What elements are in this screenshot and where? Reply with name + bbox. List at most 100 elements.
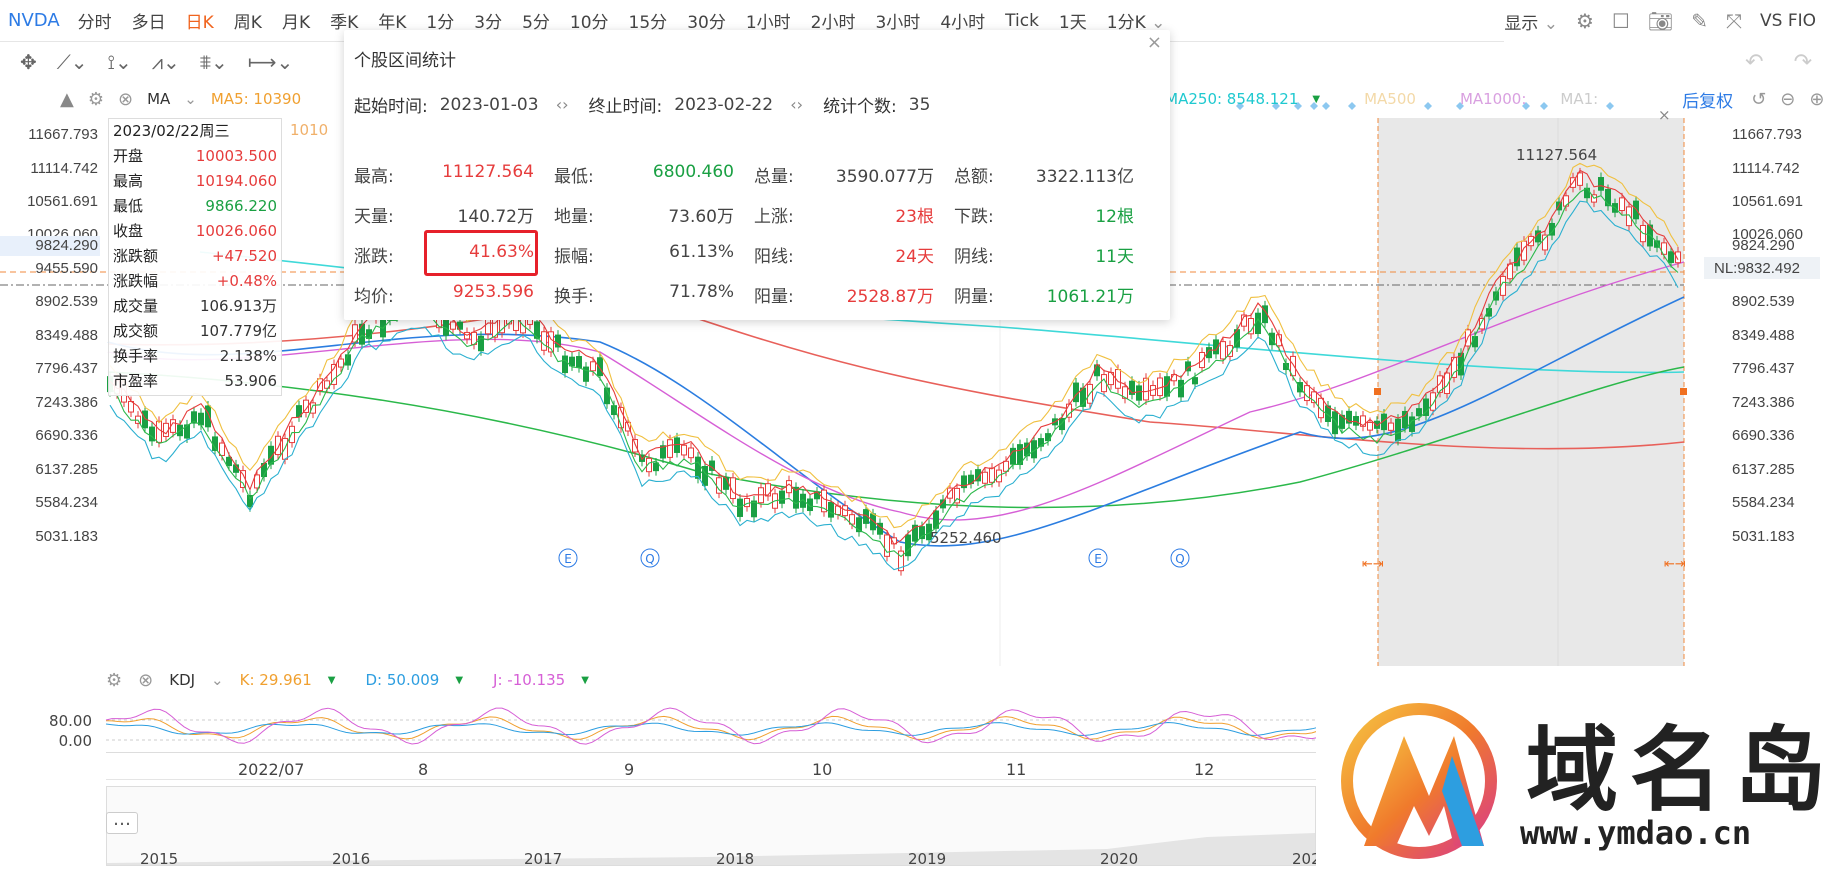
window-layout-icon[interactable]: ☐ [1611, 9, 1630, 33]
candle-body [807, 498, 813, 512]
reset-icon[interactable]: ↺ [1751, 88, 1767, 110]
end-date-stepper-icon[interactable]: ‹› [790, 95, 804, 114]
tab-1minK[interactable]: 1分K ⌄ [1107, 8, 1166, 33]
candle-body [1479, 317, 1485, 330]
tab-1min[interactable]: 1分 [426, 13, 455, 33]
candle-body [1444, 372, 1450, 395]
tab-weekly[interactable]: 周K [233, 13, 262, 33]
candle-body [751, 500, 757, 518]
tab-5min[interactable]: 5分 [522, 13, 550, 33]
camera-icon[interactable]: 📷︎ [1647, 9, 1674, 33]
signal-diamond [1424, 102, 1432, 110]
range-navigator[interactable] [106, 786, 1316, 866]
candle-body [786, 480, 792, 494]
candle-body [905, 534, 911, 557]
candle-body [947, 487, 953, 499]
zoom-out-icon[interactable]: ⊖ [1780, 88, 1796, 110]
y-label-left: 8902.539 [35, 293, 98, 310]
symbol-label[interactable]: NVDA [8, 10, 60, 31]
tab-3min[interactable]: 3分 [474, 13, 503, 33]
tab-multiday[interactable]: 多日 [131, 13, 166, 33]
tab-timeshare[interactable]: 分时 [77, 13, 112, 33]
y-label-left: 9824.290 [35, 237, 98, 254]
start-date-stepper-icon[interactable]: ‹› [555, 95, 569, 114]
stats-value: 2528.87万 [846, 286, 934, 307]
tab-quarterly[interactable]: 季K [330, 13, 359, 33]
candle-body [205, 405, 211, 428]
fullscreen-icon[interactable]: ⤧ [1726, 9, 1742, 33]
close-icon[interactable]: ⊗ [138, 669, 154, 691]
candle-body [1059, 417, 1065, 431]
tab-10min[interactable]: 10分 [569, 13, 609, 33]
candle-body [1325, 405, 1331, 422]
stats-cell: 振幅: 61.13% [554, 242, 754, 267]
compare-button[interactable]: VS FIO [1760, 11, 1816, 31]
display-dropdown[interactable]: 显示 ⌄ [1504, 9, 1558, 34]
stats-key: 最低: [554, 166, 594, 187]
tab-monthly[interactable]: 月K [281, 13, 311, 33]
kdj-chart[interactable]: 80.00 0.00 [0, 696, 1324, 752]
collapse-icon[interactable]: ▲ [60, 88, 74, 110]
stats-cell: 天量: 140.72万 [354, 202, 554, 227]
signal-diamond [1322, 102, 1330, 110]
ma1000-value: MA1000: [1459, 90, 1527, 108]
y-label-bg [0, 236, 100, 256]
stats-value: 24天 [895, 246, 934, 267]
gear-icon[interactable]: ⚙ [1575, 9, 1594, 33]
ma10-value: 1010 [290, 121, 329, 139]
fib-tool-icon[interactable]: ⩨⌄ [199, 50, 228, 74]
candle-body [163, 422, 169, 437]
stats-key: 上涨: [754, 206, 794, 227]
move-cross-icon[interactable]: ✥ [20, 50, 37, 74]
polyline-tool-icon[interactable]: ⟟⌄ [107, 50, 132, 74]
stats-key: 总量: [754, 166, 794, 187]
candle-body [1542, 234, 1548, 251]
ma-label[interactable]: MA [147, 90, 171, 108]
tab-30min[interactable]: 30分 [687, 13, 726, 33]
candle-body [1458, 352, 1464, 376]
signal-diamond [1348, 102, 1356, 110]
wave-tool-icon[interactable]: ⩘⌄ [151, 50, 180, 74]
logo-mark-icon [1341, 703, 1497, 859]
candle-body [247, 495, 253, 508]
gear-icon[interactable]: ⚙ [106, 669, 123, 691]
tab-1h[interactable]: 1小时 [745, 13, 791, 33]
start-date-value[interactable]: 2023-01-03 [439, 94, 539, 115]
measure-tool-icon[interactable]: ⟼⌄ [247, 50, 294, 74]
zoom-in-icon[interactable]: ⊕ [1809, 88, 1824, 110]
candle-body [191, 411, 197, 424]
tab-3h[interactable]: 3小时 [875, 13, 921, 33]
candle-body [1472, 336, 1478, 348]
tab-2h[interactable]: 2小时 [810, 13, 856, 33]
undo-icon[interactable]: ↶ [1745, 50, 1764, 75]
stats-cell: 换手: 71.78% [554, 282, 754, 307]
candle-body [660, 445, 666, 459]
tab-15min[interactable]: 15分 [628, 13, 668, 33]
more-options-button[interactable]: … [106, 811, 138, 834]
adjust-button[interactable]: 后复权 [1682, 91, 1734, 112]
stats-range-row: 起始时间: 2023-01-03 ‹› 终止时间: 2023-02-22 ‹› … [354, 92, 930, 118]
tab-daily[interactable]: 日K [185, 13, 214, 33]
close-icon[interactable]: × [1146, 32, 1162, 53]
change-highlight-box [424, 230, 538, 276]
line-tool-icon[interactable]: ⟋⌄ [56, 50, 88, 74]
stats-key: 阳量: [754, 286, 794, 307]
y-label-right: 8349.488 [1732, 327, 1795, 344]
kdj-label[interactable]: KDJ [169, 671, 196, 689]
end-date-value[interactable]: 2023-02-22 [674, 94, 774, 115]
tab-yearly[interactable]: 年K [378, 13, 407, 33]
pencil-icon[interactable]: ✎ [1691, 9, 1708, 33]
close-icon[interactable]: ⊗ [117, 88, 134, 110]
candle-body [1332, 411, 1338, 435]
stats-value: 140.72万 [457, 206, 534, 227]
redo-icon[interactable]: ↷ [1793, 50, 1812, 75]
tab-tick[interactable]: Tick [1005, 10, 1039, 31]
range-arrows-left: ⇤⇥ [1362, 557, 1384, 572]
stats-key: 换手: [554, 286, 594, 307]
price-chart[interactable]: E Q E Q 11127.564 5252.460 × ⇤⇥ ⇤⇥ 11667… [0, 82, 1824, 672]
tab-1day[interactable]: 1天 [1058, 13, 1087, 33]
gear-icon[interactable]: ⚙ [87, 88, 104, 110]
tooltip-key: 开盘 [113, 147, 144, 165]
tab-4h[interactable]: 4小时 [940, 13, 986, 33]
y-label-right: 11114.742 [1732, 160, 1800, 177]
